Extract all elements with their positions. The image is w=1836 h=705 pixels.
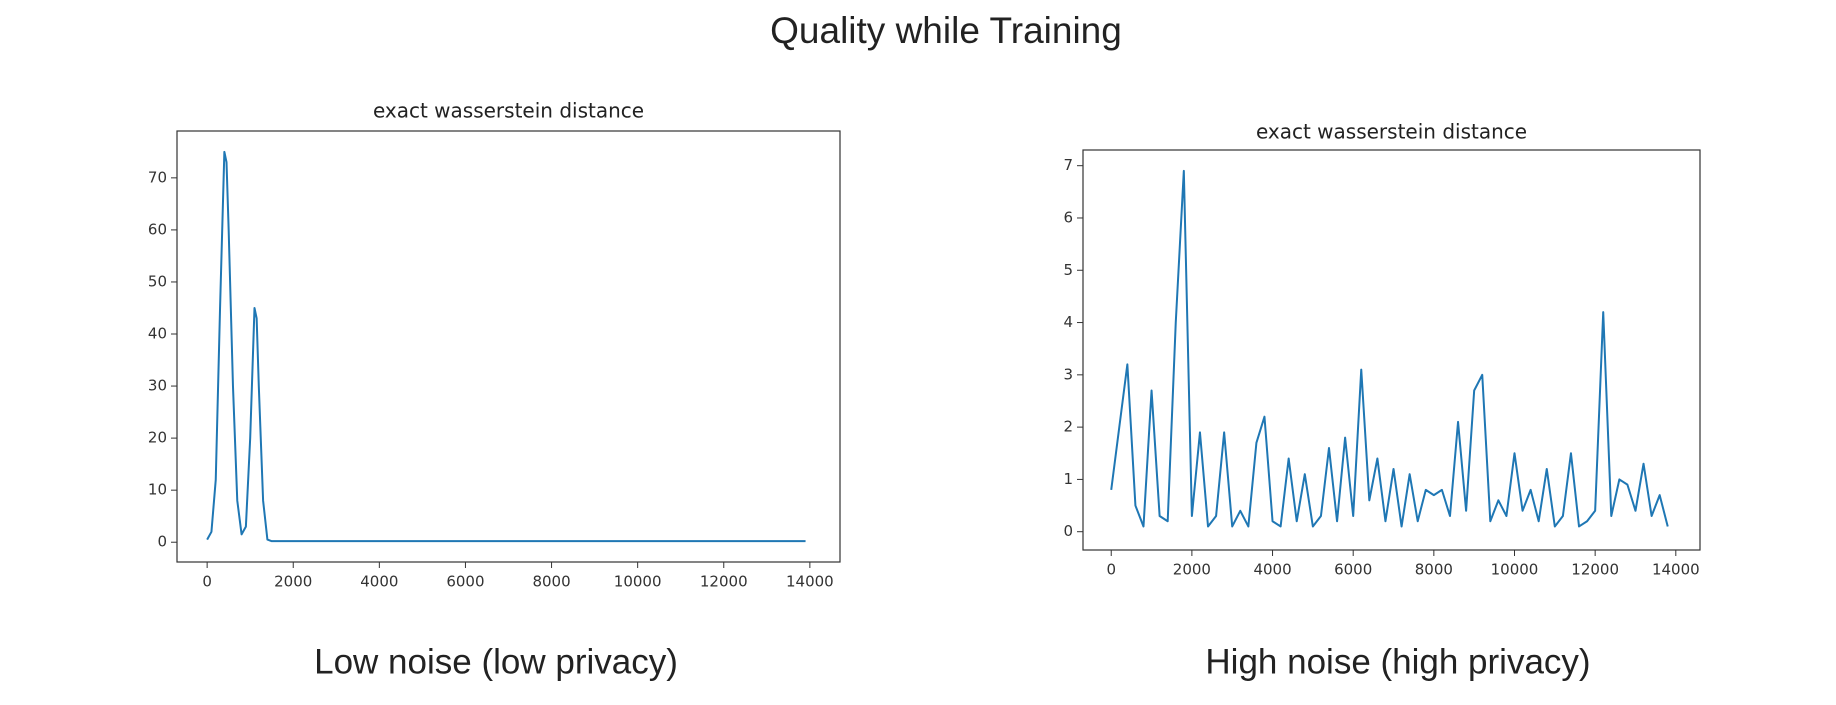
data-line — [206, 150, 806, 543]
x-tick-label: 14000 — [1652, 561, 1700, 579]
x-tick-label: 8000 — [1415, 561, 1453, 579]
x-tick-label: 6000 — [1334, 561, 1372, 579]
y-tick-label: 0 — [157, 533, 167, 551]
y-tick-label: 5 — [1063, 261, 1073, 279]
x-tick-label: 4000 — [1253, 561, 1291, 579]
y-tick-label: 60 — [148, 220, 167, 238]
y-tick-label: 20 — [148, 429, 167, 447]
y-tick-label: 10 — [148, 481, 167, 499]
x-tick-label: 2000 — [274, 573, 312, 591]
x-tick-label: 6000 — [446, 573, 484, 591]
y-tick-label: 70 — [148, 168, 167, 186]
x-tick-label: 10000 — [614, 573, 662, 591]
y-tick-label: 2 — [1063, 418, 1073, 436]
slide-title: Quality while Training — [770, 10, 1122, 51]
x-tick-label: 12000 — [1571, 561, 1619, 579]
y-tick-label: 3 — [1063, 365, 1073, 383]
x-tick-label: 10000 — [1491, 561, 1539, 579]
data-line — [1110, 169, 1669, 528]
plot-frame — [1082, 149, 1701, 551]
x-tick-label: 12000 — [700, 573, 748, 591]
chart-title: exact wasserstein distance — [1256, 120, 1527, 144]
x-tick-label: 0 — [1106, 561, 1116, 579]
chart-caption: Low noise (low privacy) — [314, 642, 678, 681]
x-tick-label: 2000 — [1173, 561, 1211, 579]
chart-caption: High noise (high privacy) — [1205, 642, 1590, 681]
y-tick-label: 4 — [1063, 313, 1073, 331]
y-tick-label: 40 — [148, 325, 167, 343]
y-tick-label: 7 — [1063, 156, 1073, 174]
x-tick-label: 4000 — [360, 573, 398, 591]
plot-frame — [176, 130, 841, 563]
y-tick-label: 6 — [1063, 208, 1073, 226]
x-tick-label: 0 — [202, 573, 212, 591]
y-tick-label: 1 — [1063, 470, 1073, 488]
y-tick-label: 50 — [148, 272, 167, 290]
y-tick-label: 0 — [1063, 522, 1073, 540]
y-tick-label: 30 — [148, 377, 167, 395]
x-tick-label: 8000 — [532, 573, 570, 591]
chart-title: exact wasserstein distance — [373, 99, 644, 123]
x-tick-label: 14000 — [786, 573, 834, 591]
